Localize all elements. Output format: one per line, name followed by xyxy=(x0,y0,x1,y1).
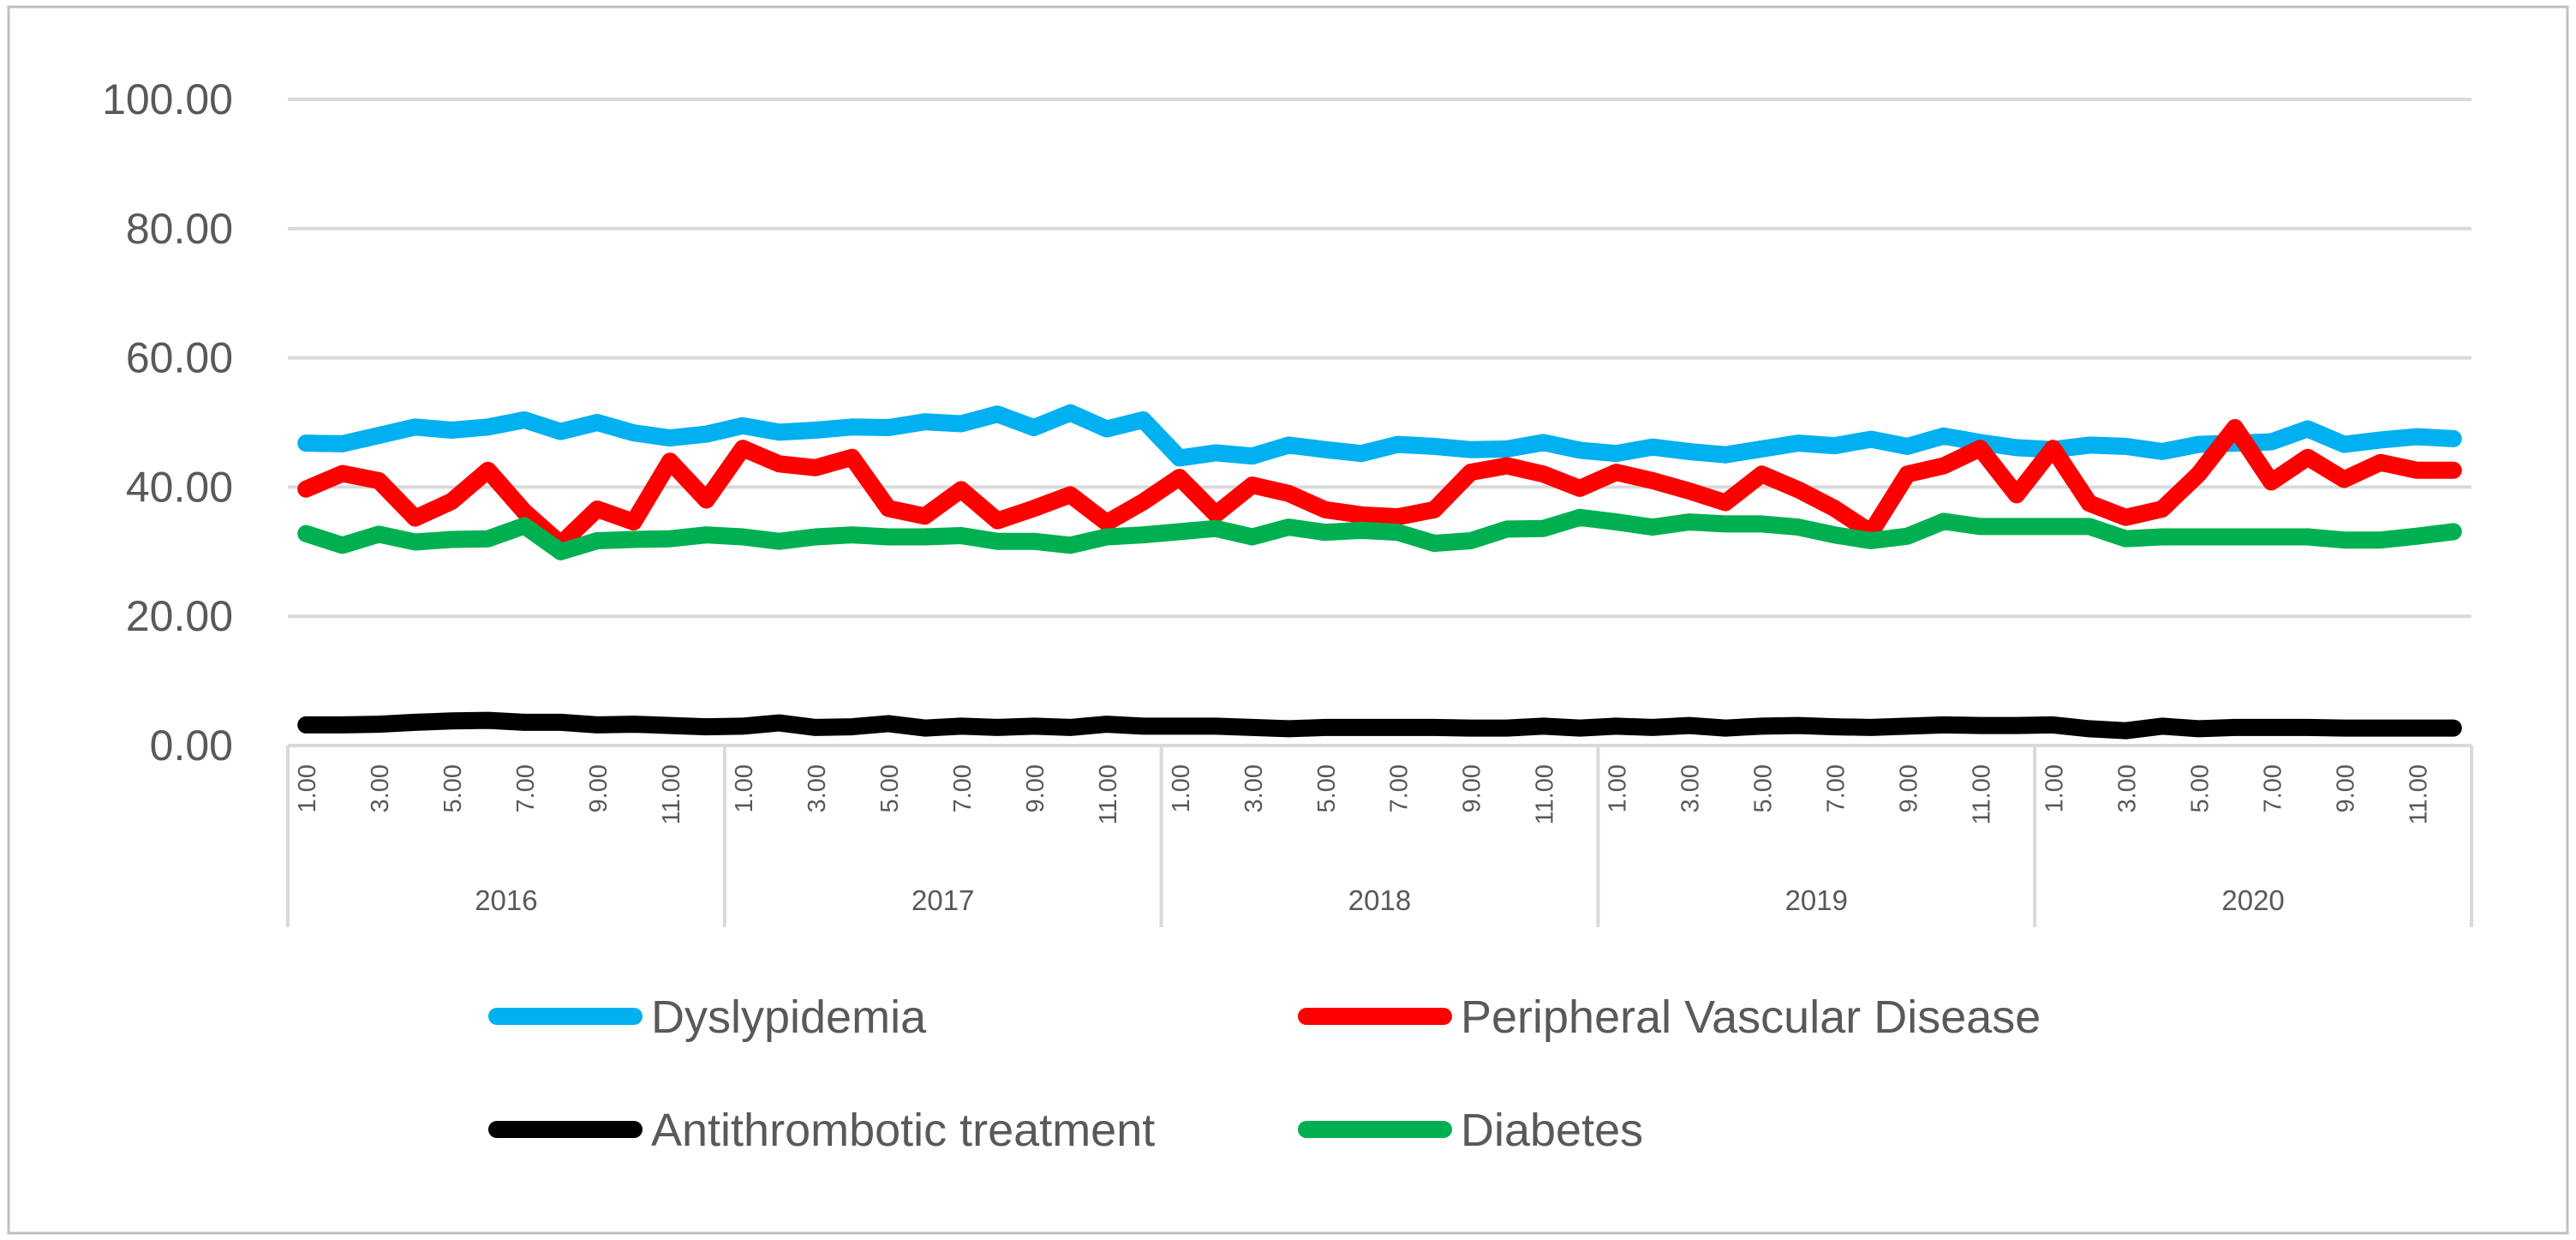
x-tick-label: 1.00 xyxy=(1168,764,1195,812)
x-tick-label: 11.00 xyxy=(2405,764,2432,824)
year-label: 2019 xyxy=(1785,884,1848,916)
x-tick-label: 3.00 xyxy=(1240,764,1268,812)
y-tick-label: 40.00 xyxy=(126,463,233,511)
x-tick-label: 9.00 xyxy=(585,764,613,812)
series-line-antithrombotic-treatment xyxy=(297,711,2462,740)
y-tick-label: 60.00 xyxy=(126,334,233,382)
y-tick-label: 80.00 xyxy=(126,205,233,253)
x-tick-label: 3.00 xyxy=(367,764,394,812)
x-tick-label: 1.00 xyxy=(2041,764,2068,812)
x-tick-label: 3.00 xyxy=(2113,764,2141,812)
x-tick-label: 1.00 xyxy=(1605,764,1632,812)
x-tick-label: 5.00 xyxy=(1750,764,1778,812)
x-tick-label: 3.00 xyxy=(1677,764,1705,812)
x-axis: 1.00 3.00 5.00 7.00 9.00 11.00 2016 1.00 3.00 5.0… xyxy=(286,746,2473,927)
legend: Dyslypidemia Peripheral Vascular Disease A… xyxy=(488,991,2041,1156)
x-tick-label: 5.00 xyxy=(2186,764,2214,812)
x-tick-label: 5.00 xyxy=(439,764,467,812)
x-tick-label: 9.00 xyxy=(2332,764,2359,812)
legend-label-peripheral-vascular-disease: Peripheral Vascular Disease xyxy=(1461,991,2041,1043)
series-line-diabetes xyxy=(297,508,2462,560)
x-tick-label: 3.00 xyxy=(804,764,831,812)
year-label: 2018 xyxy=(1348,884,1411,916)
x-tick-label: 1.00 xyxy=(294,764,321,812)
legend-label-diabetes: Diabetes xyxy=(1461,1105,1643,1156)
year-label: 2020 xyxy=(2221,884,2284,916)
series-line-peripheral-vascular-disease xyxy=(297,419,2462,553)
x-tick-label: 11.00 xyxy=(1968,764,1995,824)
x-tick-label: 5.00 xyxy=(1313,764,1341,812)
year-label: 2017 xyxy=(911,884,974,916)
x-tick-label: 9.00 xyxy=(1896,764,1923,812)
x-tick-label: 7.00 xyxy=(512,764,540,812)
x-tick-label: 1.00 xyxy=(731,764,758,812)
x-tick-label: 5.00 xyxy=(876,764,904,812)
series-line-dyslypidemia xyxy=(297,404,2462,467)
legend-label-dyslypidemia: Dyslypidemia xyxy=(651,991,927,1043)
y-axis-ticks: 0.00 20.00 40.00 60.00 80.00 100.00 xyxy=(102,75,233,770)
chart-frame xyxy=(7,5,2569,1235)
y-tick-label: 100.00 xyxy=(102,75,233,123)
x-tick-label: 7.00 xyxy=(1386,764,1414,812)
legend-label-antithrombotic-treatment: Antithrombotic treatment xyxy=(651,1105,1155,1156)
series-lines xyxy=(297,404,2462,740)
year-label: 2016 xyxy=(475,884,537,916)
y-tick-label: 20.00 xyxy=(126,592,233,640)
x-tick-label: 11.00 xyxy=(658,764,685,824)
x-tick-label: 11.00 xyxy=(1532,764,1559,824)
x-tick-label: 7.00 xyxy=(2259,764,2286,812)
x-tick-label: 7.00 xyxy=(949,764,977,812)
x-tick-label: 7.00 xyxy=(1823,764,1850,812)
x-tick-label: 9.00 xyxy=(1459,764,1486,812)
x-tick-label: 11.00 xyxy=(1095,764,1122,824)
y-tick-label: 0.00 xyxy=(150,722,233,770)
x-tick-label: 9.00 xyxy=(1022,764,1049,812)
